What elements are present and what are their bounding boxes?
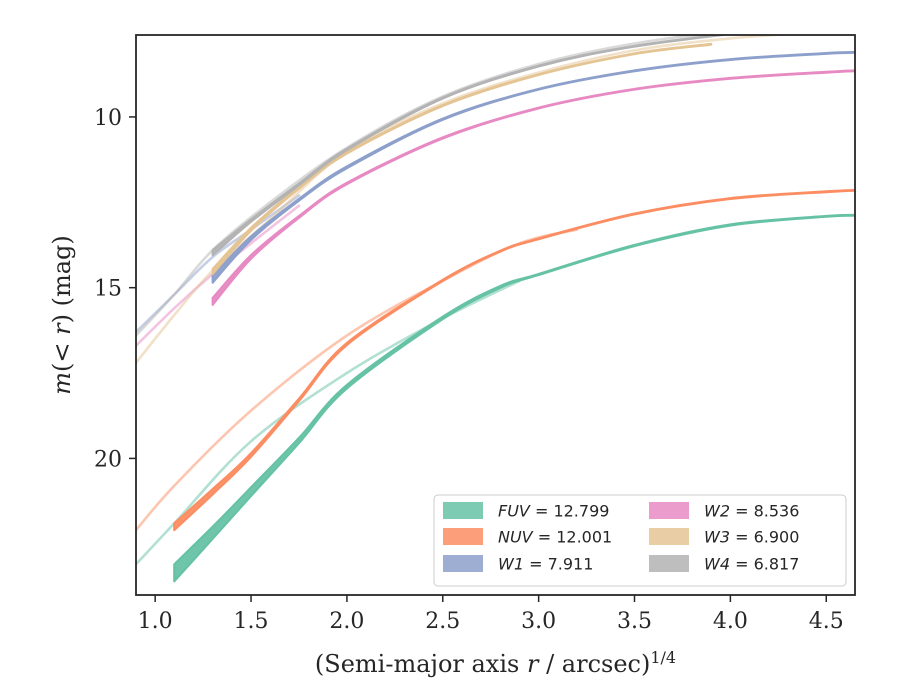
y-axis-label: m(< r) (mag)	[48, 235, 76, 395]
legend-item-fuv: FUV = 12.799	[443, 502, 609, 521]
legend-swatch	[443, 528, 483, 545]
legend-frame	[433, 494, 847, 587]
x-tick-label: 2.0	[329, 609, 364, 634]
band-w4	[211, 35, 732, 257]
y-tick-label: 20	[94, 447, 122, 472]
legend-swatch	[649, 502, 689, 519]
band-w3	[211, 42, 713, 276]
legend-label: W3 = 6.900	[704, 528, 799, 547]
y-tick-label: 10	[94, 106, 122, 131]
band-fuv	[173, 213, 855, 583]
band-nuv	[173, 188, 855, 532]
x-tick-label: 4.0	[713, 609, 748, 634]
legend-label: W4 = 6.817	[704, 555, 799, 574]
legend-item-w1: W1 = 7.911	[443, 555, 593, 574]
legend-label: W1 = 7.911	[498, 555, 593, 574]
magnitude-bands	[173, 35, 855, 583]
legend-swatch	[443, 555, 483, 572]
axis-ticks: 1.0 1.5 2.0 2.5 3.0 3.5 4.0 4.5 10 15 20	[94, 106, 844, 634]
x-axis-label: (Semi-major axis r / arcsec)1/4	[315, 648, 676, 679]
legend-swatch	[649, 555, 689, 572]
x-tick-label: 1.0	[138, 609, 173, 634]
y-tick-label: 15	[94, 277, 122, 302]
legend-item-nuv: NUV = 12.001	[443, 528, 612, 547]
legend-item-w4: W4 = 6.817	[649, 555, 799, 574]
plot-frame	[135, 34, 856, 596]
x-tick-label: 4.5	[809, 609, 844, 634]
x-tick-label: 1.5	[234, 609, 269, 634]
legend-label: NUV = 12.001	[498, 528, 612, 547]
legend-label: FUV = 12.799	[498, 502, 609, 521]
band-w1	[211, 51, 855, 284]
legend-item-w2: W2 = 8.536	[649, 502, 799, 521]
x-tick-label: 2.5	[425, 609, 460, 634]
legend: FUV = 12.799 NUV = 12.001 W1 = 7.911 W2 = 8…	[433, 494, 847, 587]
legend-swatch	[443, 502, 483, 519]
legend-swatch	[649, 528, 689, 545]
faint-curves	[136, 35, 793, 566]
x-tick-label: 3.0	[521, 609, 556, 634]
x-tick-label: 3.5	[617, 609, 652, 634]
band-w2	[211, 69, 855, 306]
legend-item-w3: W3 = 6.900	[649, 528, 799, 547]
legend-label: W2 = 8.536	[704, 502, 799, 521]
